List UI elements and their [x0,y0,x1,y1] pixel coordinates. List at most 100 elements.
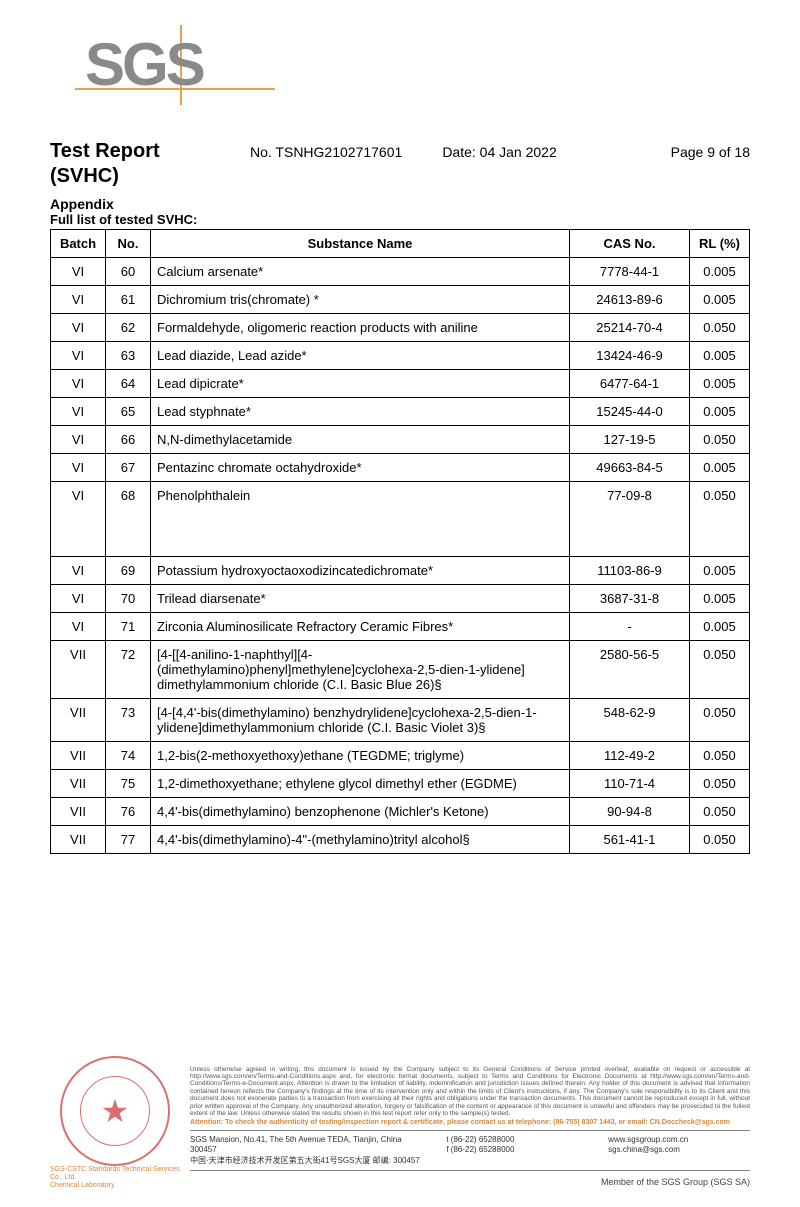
cell-batch: VII [51,641,106,699]
cell-batch: VI [51,342,106,370]
cell-cas: 13424-46-9 [570,342,690,370]
cell-substance: Dichromium tris(chromate) * [151,286,570,314]
cell-substance: Formaldehyde, oligomeric reaction produc… [151,314,570,342]
cell-cas: 6477-64-1 [570,370,690,398]
cell-batch: VI [51,398,106,426]
contact-block: SGS Mansion, No.41, The 5th Avenue TEDA,… [190,1130,750,1171]
cell-cas: 24613-89-6 [570,286,690,314]
web-col: www.sgsgroup.com.cn sgs.china@sgs.com [608,1135,750,1166]
table-row: VII774,4'-bis(dimethylamino)-4"-(methyla… [51,826,750,854]
table-row: VI68Phenolphthalein77-09-80.050 [51,482,750,557]
address-col: SGS Mansion, No.41, The 5th Avenue TEDA,… [190,1135,426,1166]
table-row: VII73[4-[4,4'-bis(dimethylamino) benzhyd… [51,699,750,742]
col-substance: Substance Name [151,230,570,258]
cell-cas: 3687-31-8 [570,585,690,613]
cell-substance: 4,4'-bis(dimethylamino) benzophenone (Mi… [151,798,570,826]
cell-rl: 0.005 [690,585,750,613]
table-row: VI71Zirconia Aluminosilicate Refractory … [51,613,750,641]
cell-batch: VI [51,585,106,613]
cell-rl: 0.005 [690,342,750,370]
cell-no: 67 [106,454,151,482]
cell-no: 74 [106,742,151,770]
cell-batch: VI [51,258,106,286]
table-row: VI63Lead diazide, Lead azide*13424-46-90… [51,342,750,370]
table-row: VI70Trilead diarsenate*3687-31-80.005 [51,585,750,613]
page-number: Page 9 of 18 [635,144,750,160]
cell-no: 65 [106,398,151,426]
table-row: VII751,2-dimethoxyethane; ethylene glyco… [51,770,750,798]
svhc-table: Batch No. Substance Name CAS No. RL (%) … [50,229,750,854]
cell-substance: Lead styphnate* [151,398,570,426]
cell-batch: VI [51,370,106,398]
cell-no: 71 [106,613,151,641]
cell-batch: VI [51,314,106,342]
table-row: VI65Lead styphnate*15245-44-00.005 [51,398,750,426]
cell-cas: 2580-56-5 [570,641,690,699]
cell-rl: 0.050 [690,314,750,342]
col-rl: RL (%) [690,230,750,258]
table-row: VII72[4-[[4-anilino-1-naphthyl][4-(dimet… [51,641,750,699]
cell-no: 66 [106,426,151,454]
cell-batch: VII [51,742,106,770]
table-row: VI66N,N-dimethylacetamide127-19-50.050 [51,426,750,454]
cell-batch: VI [51,426,106,454]
cell-no: 63 [106,342,151,370]
cell-no: 73 [106,699,151,742]
table-row: VI60Calcium arsenate*7778-44-10.005 [51,258,750,286]
cell-cas: 110-71-4 [570,770,690,798]
cell-no: 76 [106,798,151,826]
cell-no: 68 [106,482,151,557]
cell-no: 62 [106,314,151,342]
cell-batch: VI [51,613,106,641]
attention-text: Attention: To check the authenticity of … [190,1119,750,1126]
table-row: VII741,2-bis(2-methoxyethoxy)ethane (TEG… [51,742,750,770]
cell-cas: 112-49-2 [570,742,690,770]
cell-cas: 127-19-5 [570,426,690,454]
table-row: VI67Pentazinc chromate octahydroxide*496… [51,454,750,482]
report-title: Test Report [50,140,250,163]
table-header-row: Batch No. Substance Name CAS No. RL (%) [51,230,750,258]
cell-no: 69 [106,557,151,585]
table-row: VI61Dichromium tris(chromate) *24613-89-… [51,286,750,314]
cell-substance: Pentazinc chromate octahydroxide* [151,454,570,482]
cell-batch: VI [51,286,106,314]
col-batch: Batch [51,230,106,258]
cell-rl: 0.050 [690,699,750,742]
cell-rl: 0.005 [690,398,750,426]
cell-substance: [4-[4,4'-bis(dimethylamino) benzhydrylid… [151,699,570,742]
table-row: VII764,4'-bis(dimethylamino) benzophenon… [51,798,750,826]
cell-rl: 0.005 [690,557,750,585]
star-icon: ★ [101,1092,130,1130]
cell-batch: VII [51,798,106,826]
cell-substance: Trilead diarsenate* [151,585,570,613]
cell-batch: VII [51,699,106,742]
col-cas: CAS No. [570,230,690,258]
cell-cas: 7778-44-1 [570,258,690,286]
report-number: No. TSNHG2102717601 [250,144,442,160]
cell-rl: 0.050 [690,742,750,770]
cell-rl: 0.050 [690,798,750,826]
col-no: No. [106,230,151,258]
report-subtitle: (SVHC) [50,165,750,188]
cell-rl: 0.005 [690,454,750,482]
cell-substance: 1,2-dimethoxyethane; ethylene glycol dim… [151,770,570,798]
disclaimer-text: Unless otherwise agreed in writing, this… [190,1066,750,1118]
cell-substance: 1,2-bis(2-methoxyethoxy)ethane (TEGDME; … [151,742,570,770]
table-row: VI64Lead dipicrate*6477-64-10.005 [51,370,750,398]
cell-no: 77 [106,826,151,854]
cell-cas: 11103-86-9 [570,557,690,585]
cell-no: 61 [106,286,151,314]
cell-no: 60 [106,258,151,286]
cell-rl: 0.005 [690,370,750,398]
stamp-caption: SGS-CSTC Standards Technical Services Co… [50,1166,190,1191]
cell-batch: VII [51,770,106,798]
header-row: Test Report No. TSNHG2102717601 Date: 04… [50,140,750,163]
table-row: VI62Formaldehyde, oligomeric reaction pr… [51,314,750,342]
cell-substance: Lead dipicrate* [151,370,570,398]
table-row: VI69Potassium hydroxyoctaoxodizincatedic… [51,557,750,585]
cell-substance: [4-[[4-anilino-1-naphthyl][4-(dimethylam… [151,641,570,699]
cell-batch: VI [51,454,106,482]
cell-cas: 90-94-8 [570,798,690,826]
appendix-label: Appendix [50,196,750,212]
cell-cas: 77-09-8 [570,482,690,557]
